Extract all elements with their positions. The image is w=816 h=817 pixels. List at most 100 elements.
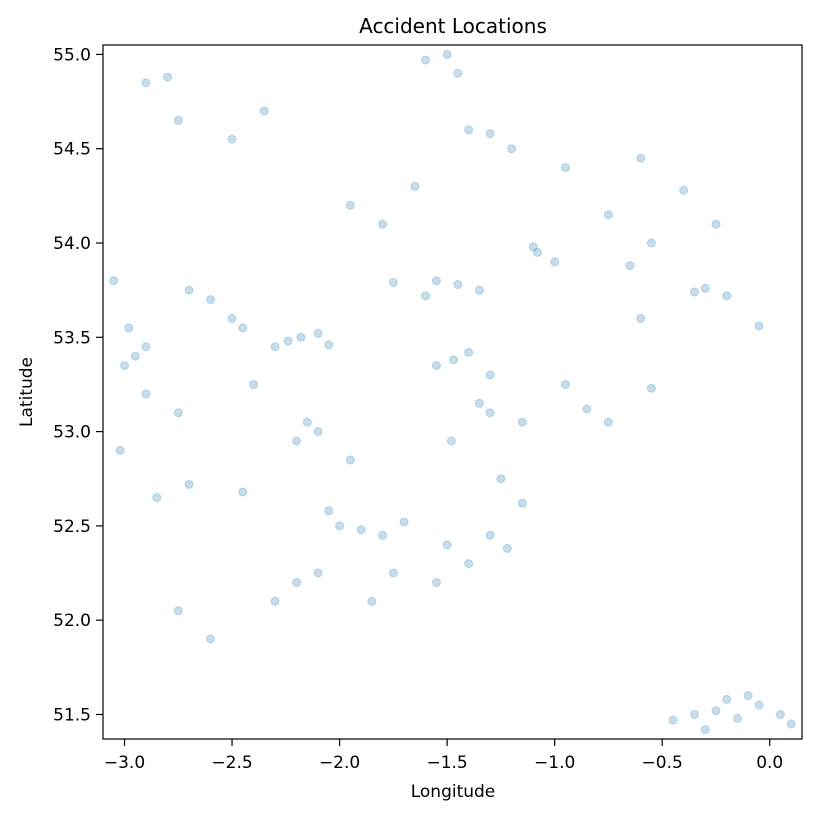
data-point: [367, 596, 377, 606]
data-point: [152, 493, 162, 503]
data-point: [533, 247, 542, 257]
data-point: [786, 719, 796, 729]
data-point: [474, 285, 484, 295]
data-point: [711, 706, 721, 716]
data-point: [449, 355, 459, 365]
chart-title: Accident Locations: [359, 14, 547, 38]
data-point: [399, 517, 409, 527]
data-point: [560, 380, 570, 389]
data-point: [173, 115, 183, 125]
data-point: [173, 408, 183, 418]
data-point: [141, 342, 151, 352]
data-point: [733, 713, 742, 723]
y-axis: 51.5 52.0 52.5 53.0 53.5 54.0 54.5 55.0: [53, 45, 103, 725]
data-point: [292, 436, 302, 446]
y-tick-label: 51.5: [53, 705, 91, 725]
x-tick-label: −1.5: [426, 753, 467, 773]
data-point: [442, 49, 452, 59]
data-point: [109, 276, 119, 286]
y-tick-label: 54.5: [53, 140, 91, 160]
data-point: [302, 417, 312, 427]
data-point: [378, 219, 388, 229]
x-tick-label: −3.0: [104, 753, 145, 773]
data-point: [485, 530, 495, 540]
y-tick-label: 52.0: [53, 611, 91, 631]
data-point: [528, 242, 538, 252]
data-point: [378, 530, 388, 540]
data-point: [283, 336, 293, 346]
data-point: [560, 163, 570, 173]
data-point: [646, 383, 656, 393]
x-axis-label: Longitude: [411, 782, 496, 802]
data-point: [356, 525, 366, 535]
data-point: [431, 578, 441, 587]
y-tick-label: 55.0: [53, 45, 91, 65]
data-point: [130, 351, 140, 361]
data-point: [296, 332, 306, 342]
data-point: [431, 276, 441, 286]
y-axis-label: Latitude: [17, 357, 37, 427]
data-point: [388, 568, 398, 578]
data-point: [603, 417, 613, 427]
data-point: [446, 436, 456, 446]
data-point: [453, 68, 463, 78]
data-point: [120, 361, 129, 371]
data-point: [249, 380, 259, 389]
data-point: [517, 498, 527, 508]
data-point: [464, 347, 474, 357]
data-point: [517, 417, 527, 427]
data-point: [464, 125, 474, 135]
data-point: [754, 321, 764, 331]
data-point: [124, 323, 134, 333]
data-point: [485, 408, 495, 418]
data-point: [184, 285, 194, 295]
data-point: [313, 329, 323, 338]
data-point: [238, 487, 248, 497]
data-point: [700, 725, 710, 735]
data-point: [173, 606, 183, 616]
data-point: [141, 78, 151, 88]
x-tick-label: −2.5: [211, 753, 252, 773]
data-point: [474, 398, 484, 408]
data-point: [345, 200, 355, 210]
data-point: [313, 568, 323, 578]
data-point: [722, 291, 732, 301]
data-point: [410, 181, 420, 191]
data-point: [206, 295, 215, 305]
data-point: [259, 106, 269, 116]
data-point: [550, 257, 560, 267]
x-axis: −3.0 −2.5 −2.0 −1.5 −1.0 −0.5 0.0: [104, 739, 783, 773]
data-point: [582, 404, 592, 414]
plot-area: [109, 49, 796, 735]
x-tick-label: 0.0: [756, 753, 783, 773]
data-point: [292, 578, 302, 587]
data-point: [115, 446, 125, 455]
x-tick-label: −2.0: [319, 753, 360, 773]
data-point: [313, 427, 323, 437]
data-point: [679, 185, 689, 195]
data-point: [754, 700, 764, 710]
data-point: [776, 710, 785, 719]
data-point: [141, 389, 151, 399]
x-tick-label: −0.5: [642, 753, 683, 773]
y-tick-label: 54.0: [53, 234, 91, 254]
data-point: [722, 694, 732, 704]
data-point: [464, 559, 474, 569]
data-point: [227, 134, 237, 144]
data-point: [668, 715, 678, 725]
data-point: [743, 691, 753, 701]
y-tick-label: 53.5: [53, 328, 91, 348]
y-tick-label: 52.5: [53, 517, 91, 537]
data-point: [711, 219, 721, 229]
data-point: [431, 361, 441, 371]
data-point: [227, 314, 237, 323]
data-point: [646, 238, 656, 248]
data-point: [324, 340, 334, 350]
data-point: [700, 283, 710, 293]
data-point: [507, 144, 517, 154]
data-point: [238, 323, 248, 333]
y-tick-label: 53.0: [53, 423, 91, 443]
